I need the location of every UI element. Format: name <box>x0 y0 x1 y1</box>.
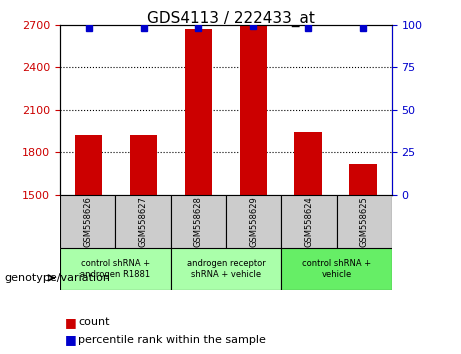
Text: androgen receptor
shRNA + vehicle: androgen receptor shRNA + vehicle <box>187 259 265 279</box>
Bar <box>295 132 322 195</box>
Text: control shRNA +
vehicle: control shRNA + vehicle <box>302 259 371 279</box>
FancyBboxPatch shape <box>226 195 281 248</box>
Text: count: count <box>78 317 110 327</box>
Text: GSM558627: GSM558627 <box>138 196 148 247</box>
Bar <box>240 26 267 195</box>
Bar <box>75 135 102 195</box>
Text: ■: ■ <box>65 333 76 346</box>
Text: GSM558624: GSM558624 <box>304 196 313 247</box>
Text: GDS4113 / 222433_at: GDS4113 / 222433_at <box>147 11 314 27</box>
Bar <box>349 164 377 195</box>
FancyBboxPatch shape <box>171 195 226 248</box>
Bar <box>185 29 212 195</box>
Text: GSM558628: GSM558628 <box>194 196 203 247</box>
Text: GSM558625: GSM558625 <box>360 196 369 247</box>
Bar <box>130 135 157 195</box>
FancyBboxPatch shape <box>60 195 115 248</box>
FancyBboxPatch shape <box>60 248 171 290</box>
Text: percentile rank within the sample: percentile rank within the sample <box>78 335 266 345</box>
Text: genotype/variation: genotype/variation <box>5 273 111 283</box>
FancyBboxPatch shape <box>281 248 392 290</box>
FancyBboxPatch shape <box>115 195 171 248</box>
FancyBboxPatch shape <box>281 195 337 248</box>
Text: ■: ■ <box>65 316 76 329</box>
Text: GSM558629: GSM558629 <box>249 196 258 247</box>
FancyBboxPatch shape <box>337 195 392 248</box>
FancyBboxPatch shape <box>171 248 281 290</box>
Text: control shRNA +
androgen R1881: control shRNA + androgen R1881 <box>80 259 150 279</box>
Text: GSM558626: GSM558626 <box>83 196 92 247</box>
